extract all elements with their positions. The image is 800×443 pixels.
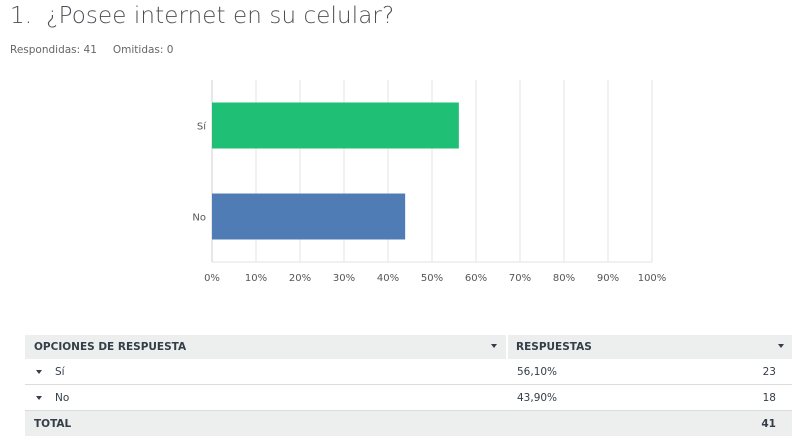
option-cell[interactable]: No xyxy=(25,385,508,410)
expand-caret-icon[interactable] xyxy=(36,395,42,400)
response-count: 23 xyxy=(762,365,776,378)
table-row: Sí 56,10% 23 xyxy=(25,359,792,385)
answered-count: Respondidas: 41 xyxy=(10,44,97,56)
table-total-row: TOTAL 41 xyxy=(25,411,792,436)
table-header-row: OPCIONES DE RESPUESTA RESPUESTAS xyxy=(25,335,792,359)
x-tick-label: 0% xyxy=(204,273,220,284)
x-tick-label: 30% xyxy=(333,273,355,284)
responses-column-header[interactable]: RESPUESTAS xyxy=(508,335,792,359)
x-tick-label: 50% xyxy=(421,273,443,284)
question-text: ¿Posee internet en su celular? xyxy=(46,3,395,29)
question-number: 1. xyxy=(10,3,33,29)
response-percent: 43,90% xyxy=(517,391,558,404)
total-label: TOTAL xyxy=(34,417,72,430)
response-cell: 43,90% 18 xyxy=(508,385,792,410)
question-title: 1. ¿Posee internet en su celular? xyxy=(10,3,394,29)
x-tick-label: 40% xyxy=(377,273,399,284)
x-tick-label: 10% xyxy=(245,273,267,284)
options-header-label: OPCIONES DE RESPUESTA xyxy=(34,341,187,353)
response-count: 18 xyxy=(762,391,776,404)
expand-caret-icon[interactable] xyxy=(36,369,42,374)
responses-header-label: RESPUESTAS xyxy=(516,341,592,353)
option-cell[interactable]: Sí xyxy=(25,359,508,384)
x-tick-label: 100% xyxy=(638,273,667,284)
bar xyxy=(212,102,459,149)
response-meta: Respondidas: 41 Omitidas: 0 xyxy=(10,44,173,56)
bar-chart: 0% 10% 20% 30% 40% 50% 60% 70% 80% 90% 100% Sí No xyxy=(192,80,667,284)
responses-table: OPCIONES DE RESPUESTA RESPUESTAS Sí 56,1… xyxy=(25,335,792,436)
bar xyxy=(212,193,406,240)
option-label: No xyxy=(55,391,70,404)
x-tick-label: 80% xyxy=(553,273,575,284)
x-tick-label: 90% xyxy=(597,273,619,284)
sort-caret-icon[interactable] xyxy=(491,344,497,348)
x-tick-label: 60% xyxy=(465,273,487,284)
category-label: No xyxy=(192,213,206,224)
option-label: Sí xyxy=(55,365,65,378)
x-tick-label: 70% xyxy=(509,273,531,284)
total-label-cell: TOTAL xyxy=(25,411,508,436)
skipped-count: Omitidas: 0 xyxy=(112,44,174,56)
response-cell: 56,10% 23 xyxy=(508,359,792,384)
total-count-cell: 41 xyxy=(508,411,792,436)
total-count: 41 xyxy=(761,417,776,430)
response-percent: 56,10% xyxy=(517,365,558,378)
sort-caret-icon[interactable] xyxy=(778,344,784,348)
category-label: Sí xyxy=(197,121,207,133)
table-row: No 43,90% 18 xyxy=(25,385,792,411)
options-column-header[interactable]: OPCIONES DE RESPUESTA xyxy=(25,335,508,359)
x-tick-label: 20% xyxy=(289,273,311,284)
